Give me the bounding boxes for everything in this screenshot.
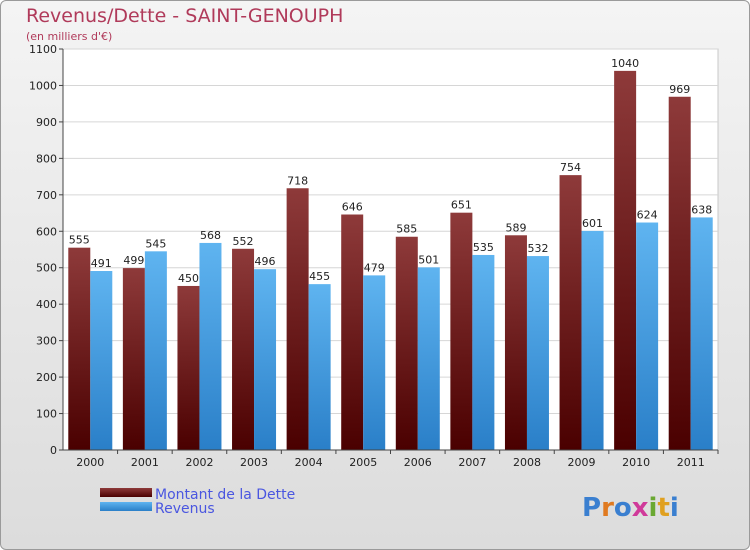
data-label-debt: 718 xyxy=(287,174,308,187)
legend-swatch-debt xyxy=(100,488,152,497)
y-tick-label: 700 xyxy=(36,189,57,202)
proxiti-logo: Proxiti xyxy=(582,493,679,523)
data-label-debt: 589 xyxy=(505,221,526,234)
data-label-revenus: 491 xyxy=(91,257,112,270)
legend-label-revenus: Revenus xyxy=(155,501,215,517)
x-tick-label: 2004 xyxy=(295,456,323,469)
y-tick-label: 100 xyxy=(36,408,57,421)
bar-revenus xyxy=(199,242,222,450)
x-tick-label: 2006 xyxy=(404,456,432,469)
data-label-revenus: 535 xyxy=(473,241,494,254)
bar-debt xyxy=(122,268,145,450)
x-tick-label: 2002 xyxy=(185,456,213,469)
y-tick-label: 900 xyxy=(36,116,57,129)
bar-debt xyxy=(450,212,473,450)
y-tick-label: 1100 xyxy=(29,43,57,56)
bar-debt xyxy=(68,247,91,450)
data-label-debt: 552 xyxy=(233,235,254,248)
bar-revenus xyxy=(581,230,604,450)
chart-title: Revenus/Dette - SAINT-GENOUPH xyxy=(26,5,343,27)
x-tick-label: 2010 xyxy=(622,456,650,469)
y-tick-label: 200 xyxy=(36,371,57,384)
plot-area xyxy=(62,48,719,451)
data-label-revenus: 568 xyxy=(200,229,221,242)
legend: Montant de la Dette Revenus xyxy=(100,487,295,517)
bar-debt xyxy=(559,175,582,450)
y-tick-label: 1000 xyxy=(29,79,57,92)
x-tick-label: 2009 xyxy=(568,456,596,469)
bar-debt xyxy=(504,235,527,450)
x-tick-label: 2003 xyxy=(240,456,268,469)
bar-revenus xyxy=(526,256,549,450)
bar-debt xyxy=(286,188,309,451)
data-label-revenus: 496 xyxy=(255,255,276,268)
data-label-debt: 450 xyxy=(178,272,199,285)
data-label-debt: 499 xyxy=(123,254,144,267)
x-tick-label: 2011 xyxy=(677,456,705,469)
bar-debt xyxy=(341,214,364,450)
bar-debt xyxy=(177,285,200,450)
bar-revenus xyxy=(144,251,167,450)
bar-revenus xyxy=(90,271,113,450)
y-tick-label: 0 xyxy=(50,444,57,457)
data-label-revenus: 601 xyxy=(582,217,603,230)
legend-swatch-revenus xyxy=(100,502,152,511)
bar-revenus xyxy=(472,254,495,450)
bar-revenus xyxy=(363,275,386,450)
data-label-revenus: 624 xyxy=(637,209,658,222)
data-label-revenus: 532 xyxy=(527,242,548,255)
data-label-debt: 555 xyxy=(69,234,90,247)
data-label-revenus: 638 xyxy=(691,203,712,216)
data-label-debt: 646 xyxy=(342,201,363,214)
legend-label-debt: Montant de la Dette xyxy=(155,487,295,503)
data-label-revenus: 479 xyxy=(364,261,385,274)
bar-debt xyxy=(232,248,255,450)
bar-debt xyxy=(614,70,637,450)
data-label-debt: 1040 xyxy=(611,57,639,70)
y-tick-label: 500 xyxy=(36,262,57,275)
x-tick-label: 2008 xyxy=(513,456,541,469)
y-tick-label: 600 xyxy=(36,225,57,238)
bar-revenus xyxy=(690,217,713,450)
bar-revenus xyxy=(254,269,277,450)
x-tick-label: 2001 xyxy=(131,456,159,469)
chart-subtitle: (en milliers d'€) xyxy=(26,30,112,43)
bar-revenus xyxy=(308,284,331,450)
bar-revenus xyxy=(636,222,659,450)
bar-debt xyxy=(668,96,691,450)
y-tick-label: 300 xyxy=(36,335,57,348)
bar-revenus xyxy=(417,267,440,450)
data-label-revenus: 501 xyxy=(418,253,439,266)
x-tick-label: 2000 xyxy=(76,456,104,469)
bar-debt xyxy=(395,236,418,450)
data-label-debt: 585 xyxy=(396,223,417,236)
data-label-revenus: 455 xyxy=(309,270,330,283)
y-tick-label: 800 xyxy=(36,152,57,165)
data-label-debt: 754 xyxy=(560,161,581,174)
data-label-revenus: 545 xyxy=(145,237,166,250)
x-tick-label: 2005 xyxy=(349,456,377,469)
data-label-debt: 969 xyxy=(669,83,690,96)
x-tick-label: 2007 xyxy=(458,456,486,469)
y-tick-label: 400 xyxy=(36,298,57,311)
data-label-debt: 651 xyxy=(451,199,472,212)
